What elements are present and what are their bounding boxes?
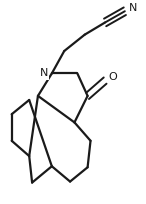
Text: N: N [40,68,48,79]
Text: O: O [109,71,118,82]
Text: N: N [129,3,137,13]
